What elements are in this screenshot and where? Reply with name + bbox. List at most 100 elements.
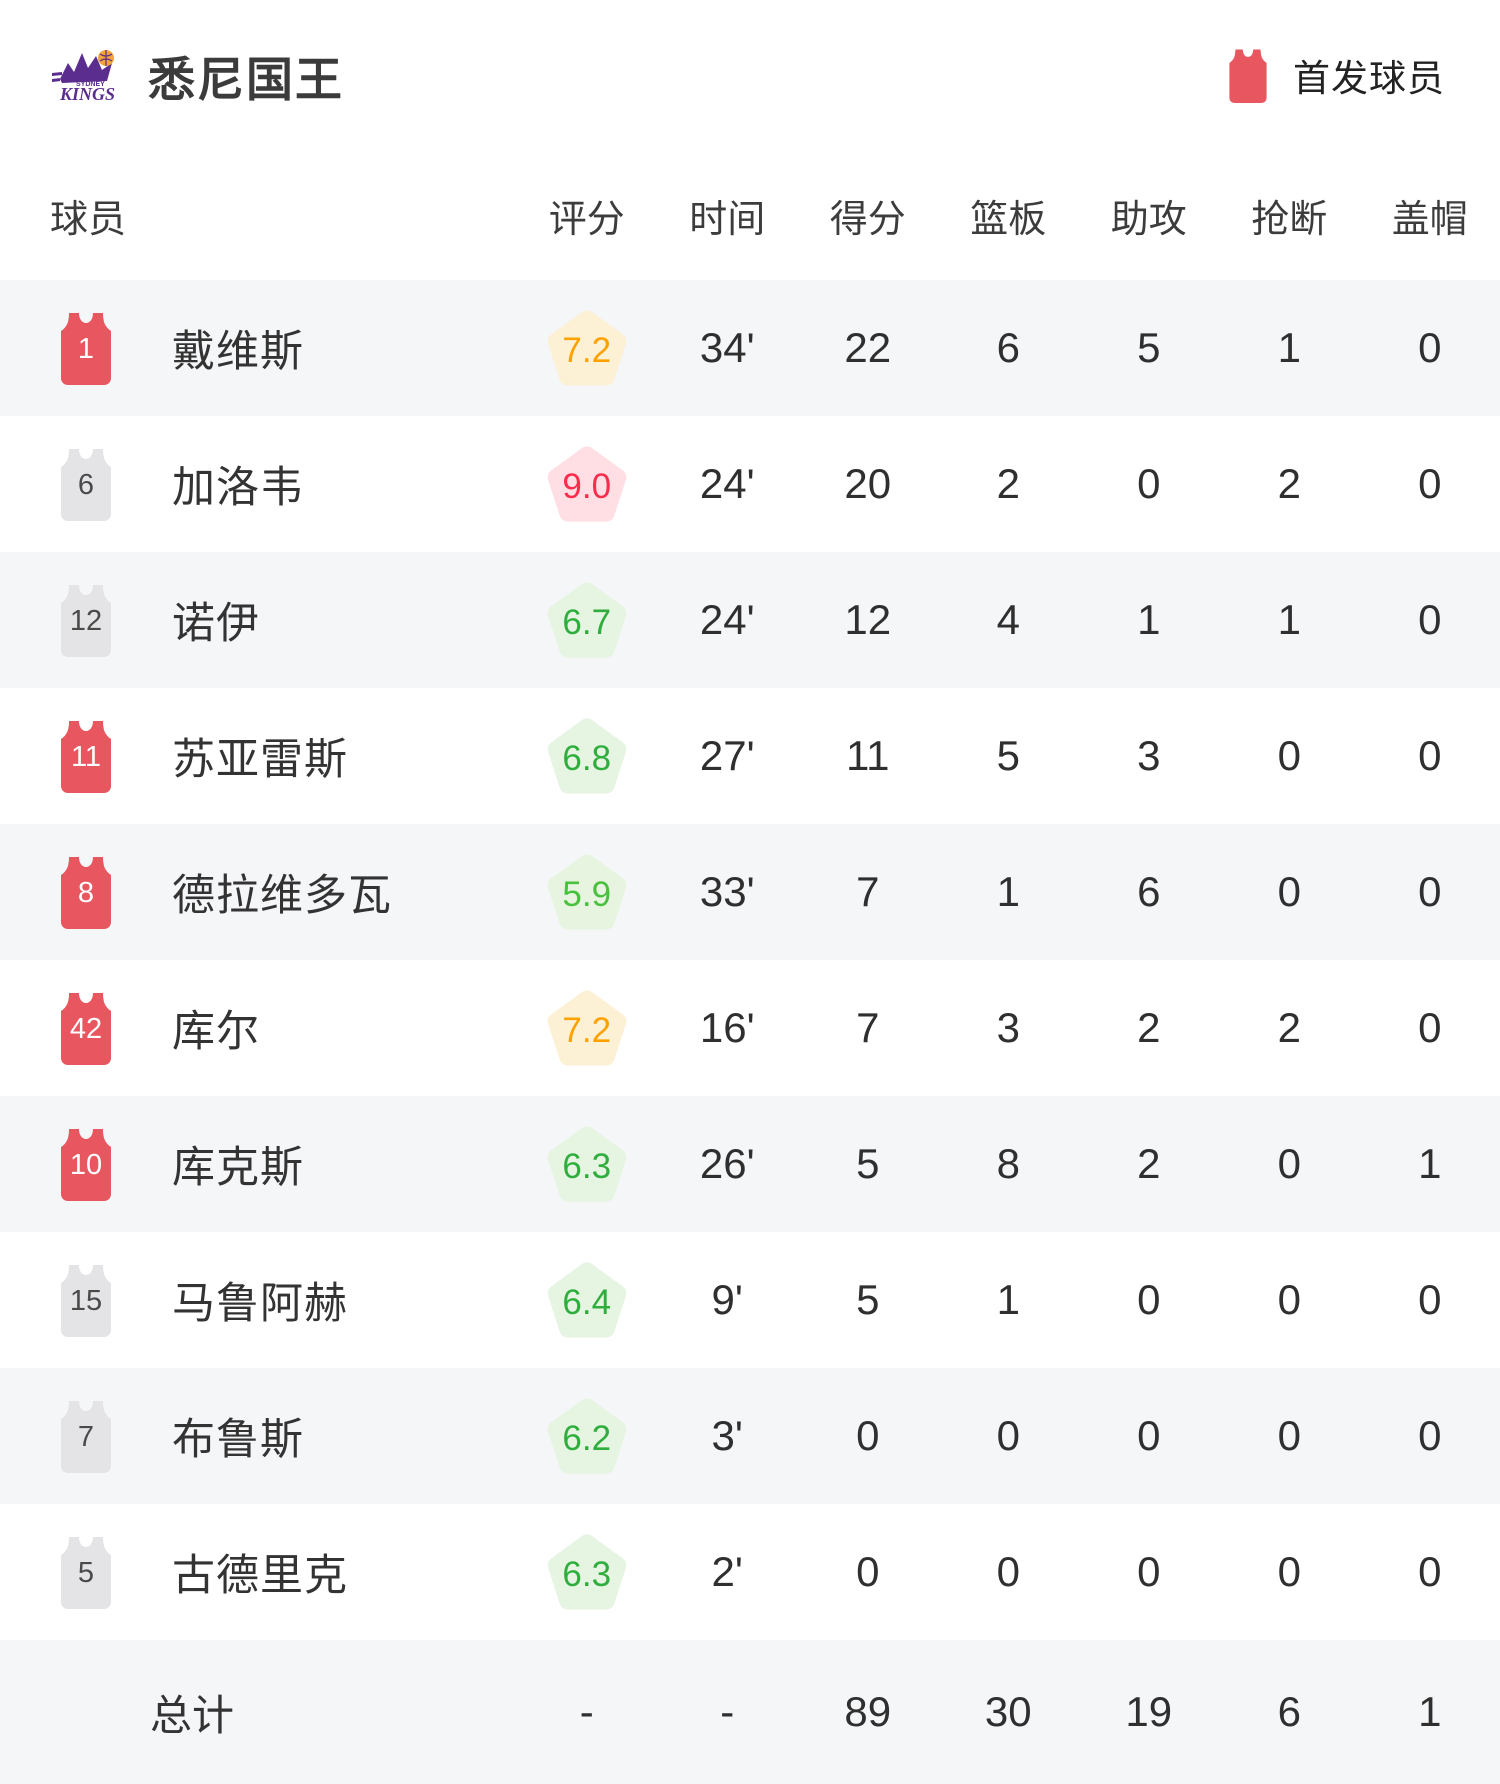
stat-assists: 2 — [1137, 1140, 1161, 1187]
stat-blocks: 1 — [1418, 1140, 1442, 1187]
stat-blocks: 0 — [1418, 732, 1442, 779]
stat-time: 3' — [711, 1412, 743, 1459]
player-row[interactable]: 7 布鲁斯 6.2 3' 0 0 0 0 0 — [0, 1368, 1500, 1504]
stat-assists: 0 — [1137, 1548, 1161, 1595]
stat-rebounds: 0 — [996, 1412, 1020, 1459]
stat-blocks: 0 — [1418, 1412, 1442, 1459]
jersey-number: 12 — [69, 605, 103, 637]
player-row[interactable]: 10 库克斯 6.3 26' 5 8 2 0 1 — [0, 1096, 1500, 1232]
column-header-rebounds: 篮板 — [970, 198, 1047, 241]
player-row[interactable]: 42 库尔 7.2 16' 7 3 2 2 0 — [0, 960, 1500, 1096]
stat-points: 7 — [856, 1004, 880, 1051]
player-name: 加洛韦 — [172, 464, 304, 512]
player-name: 马鲁阿赫 — [172, 1280, 348, 1328]
team-identity: SYDNEY KINGS 悉尼国王 — [52, 41, 344, 110]
rating-value: 6.2 — [562, 1419, 612, 1458]
player-name: 库尔 — [172, 1008, 260, 1056]
jersey-icon: 11 — [56, 719, 116, 793]
sydney-kings-logo-icon: SYDNEY KINGS — [52, 50, 115, 103]
player-row[interactable]: 11 苏亚雷斯 6.8 27' 11 5 3 0 0 — [0, 688, 1500, 824]
player-row[interactable]: 8 德拉维多瓦 5.9 33' 7 1 6 0 0 — [0, 824, 1500, 960]
column-header-rating: 评分 — [548, 198, 625, 241]
player-name: 布鲁斯 — [172, 1416, 304, 1464]
stat-assists: 0 — [1137, 1412, 1161, 1459]
total-rebounds: 30 — [984, 1688, 1032, 1735]
stat-blocks: 0 — [1418, 460, 1442, 507]
rating-value: 7.2 — [562, 1011, 612, 1050]
column-header-player: 球员 — [50, 198, 127, 241]
stat-rebounds: 3 — [996, 1004, 1020, 1051]
svg-text:KINGS: KINGS — [59, 84, 115, 103]
stat-assists: 0 — [1137, 460, 1161, 507]
player-name: 古德里克 — [172, 1552, 348, 1600]
jersey-icon: 12 — [56, 583, 116, 657]
stat-time: 9' — [711, 1276, 743, 1323]
table-body: 1 戴维斯 7.2 34' 22 6 5 1 0 6 加 — [0, 280, 1500, 1640]
stat-assists: 1 — [1137, 596, 1161, 643]
stat-steals: 1 — [1277, 596, 1301, 643]
jersey-number: 7 — [77, 1421, 95, 1453]
stat-assists: 5 — [1137, 324, 1161, 371]
stat-rebounds: 1 — [996, 1276, 1020, 1323]
stat-steals: 0 — [1277, 868, 1301, 915]
stat-points: 12 — [844, 596, 892, 643]
stat-blocks: 0 — [1418, 1548, 1442, 1595]
total-blocks: 1 — [1418, 1688, 1442, 1735]
total-points: 89 — [844, 1688, 892, 1735]
stat-time: 24' — [699, 460, 755, 507]
table-header-row: 球员 评分 时间 得分 篮板 助攻 抢断 盖帽 — [0, 150, 1500, 280]
rating-value: 6.3 — [562, 1555, 612, 1594]
jersey-number: 42 — [69, 1013, 103, 1045]
rating-badge: 6.3 — [545, 1123, 629, 1205]
stat-time: 34' — [699, 324, 755, 371]
stat-rebounds: 8 — [996, 1140, 1020, 1187]
rating-badge: 7.2 — [545, 987, 629, 1069]
rating-badge: 5.9 — [545, 851, 629, 933]
rating-badge: 6.7 — [545, 579, 629, 661]
player-row[interactable]: 6 加洛韦 9.0 24' 20 2 0 2 0 — [0, 416, 1500, 552]
total-rating: - — [579, 1688, 594, 1735]
total-label: 总计 — [150, 1691, 235, 1739]
starter-legend: 首发球员 — [1225, 48, 1445, 103]
stat-time: 26' — [699, 1140, 755, 1187]
rating-value: 6.3 — [562, 1147, 612, 1186]
player-row[interactable]: 15 马鲁阿赫 6.4 9' 5 1 0 0 0 — [0, 1232, 1500, 1368]
rating-value: 6.8 — [562, 739, 612, 778]
player-name: 诺伊 — [172, 600, 260, 648]
jersey-icon: 1 — [56, 311, 116, 385]
stat-points: 22 — [844, 324, 892, 371]
jersey-icon: 5 — [56, 1535, 116, 1609]
starter-jersey-icon — [1229, 48, 1267, 103]
jersey-number: 11 — [70, 741, 102, 773]
player-name: 德拉维多瓦 — [172, 872, 392, 920]
total-steals: 6 — [1277, 1688, 1301, 1735]
jersey-icon: 7 — [56, 1399, 116, 1473]
stat-steals: 0 — [1277, 1276, 1301, 1323]
stat-rebounds: 0 — [996, 1548, 1020, 1595]
rating-value: 5.9 — [562, 875, 612, 914]
column-header-points: 得分 — [829, 198, 906, 241]
stat-steals: 0 — [1277, 1548, 1301, 1595]
player-row[interactable]: 5 古德里克 6.3 2' 0 0 0 0 0 — [0, 1504, 1500, 1640]
rating-value: 6.7 — [562, 603, 612, 642]
starter-legend-label: 首发球员 — [1293, 58, 1445, 99]
stat-assists: 2 — [1137, 1004, 1161, 1051]
stat-points: 0 — [856, 1412, 880, 1459]
stat-assists: 3 — [1137, 732, 1161, 779]
total-row: 总计 - - 89 30 19 6 1 — [0, 1640, 1500, 1784]
player-row[interactable]: 12 诺伊 6.7 24' 12 4 1 1 0 — [0, 552, 1500, 688]
stat-points: 5 — [856, 1140, 880, 1187]
stat-time: 2' — [711, 1548, 743, 1595]
total-assists: 19 — [1125, 1688, 1173, 1735]
stat-rebounds: 2 — [996, 460, 1020, 507]
jersey-number: 15 — [69, 1285, 103, 1317]
player-row[interactable]: 1 戴维斯 7.2 34' 22 6 5 1 0 — [0, 280, 1500, 416]
player-name: 库克斯 — [172, 1144, 304, 1192]
stat-points: 20 — [844, 460, 892, 507]
stat-rebounds: 4 — [996, 596, 1020, 643]
player-name: 苏亚雷斯 — [172, 736, 348, 784]
column-header-steals: 抢断 — [1251, 198, 1328, 241]
jersey-icon: 10 — [56, 1127, 116, 1201]
total-time: - — [720, 1688, 735, 1735]
stat-rebounds: 5 — [996, 732, 1020, 779]
